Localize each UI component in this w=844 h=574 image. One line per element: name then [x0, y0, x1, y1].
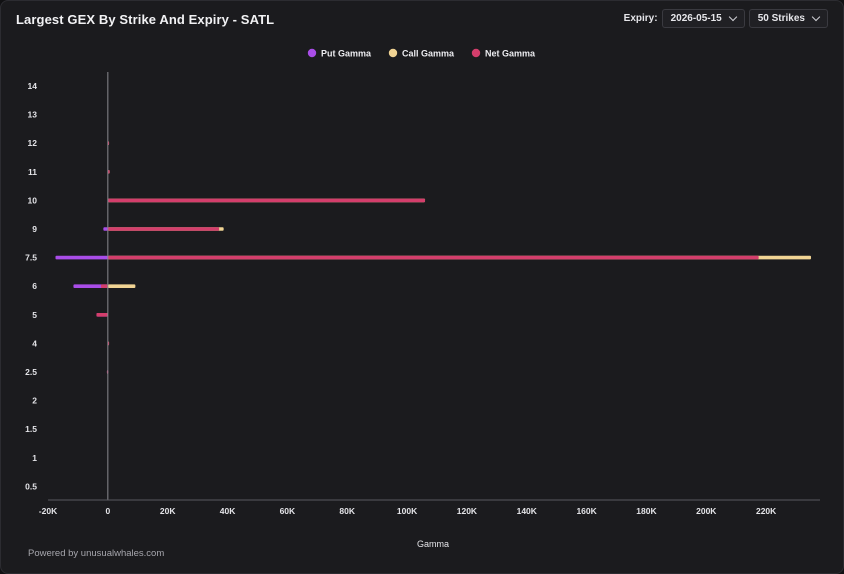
- legend-swatch-2: [388, 48, 398, 58]
- x-tick-label: 120K: [457, 506, 478, 516]
- expiry-label: Expiry:: [623, 13, 658, 24]
- x-tick-label: 100K: [397, 506, 418, 516]
- bar-net-gamma-6: [100, 284, 108, 288]
- strikes-value: 50 Strikes: [757, 13, 805, 24]
- y-tick-label: 1.5: [25, 424, 37, 434]
- y-tick-label: 0.5: [25, 481, 37, 491]
- y-tick-label: 11: [28, 167, 37, 177]
- y-tick-label: 6: [32, 281, 37, 291]
- legend-swatch-3: [471, 48, 481, 58]
- chart-legend: Put Gamma Call Gamma Net Gamma: [307, 48, 536, 59]
- expiry-value: 2026-05-15: [670, 13, 722, 24]
- y-axis-ticks: 14 13 12 11 10 9 7.5 6 5 4 2.5 2 1.5 1 0.5: [25, 81, 37, 491]
- x-tick-label: 200K: [696, 506, 717, 516]
- bar-net-gamma-9: [107, 227, 220, 231]
- x-tick-label: 180K: [636, 506, 657, 516]
- x-tick-label: 220K: [756, 506, 777, 516]
- x-tick-label: -20K: [39, 506, 58, 516]
- x-tick-label: 0: [105, 506, 110, 516]
- bar-call-gamma-6: [107, 284, 136, 288]
- bar-put-gamma-6: [73, 284, 108, 288]
- x-tick-label: 40K: [220, 506, 236, 516]
- y-tick-label: 5: [32, 310, 37, 320]
- legend-label-1: Put Gamma: [321, 49, 372, 59]
- bar-put-gamma-7.5: [55, 255, 108, 260]
- chart-axes: [48, 72, 820, 501]
- expiry-select[interactable]: 2026-05-15: [661, 9, 745, 28]
- legend-label-3: Net Gamma: [485, 49, 536, 59]
- y-tick-label: 7.5: [25, 253, 37, 263]
- y-tick-label: 10: [28, 195, 38, 205]
- bar-put-gamma-9: [103, 227, 108, 231]
- x-axis-ticks: -20K 0 20K 40K 60K 80K 100K 120K 140K 160K 180K 200…: [39, 506, 777, 549]
- y-tick-label: 2: [32, 396, 37, 406]
- x-tick-label: 140K: [517, 506, 538, 516]
- bar-net-gamma-10: [107, 198, 426, 203]
- y-tick-label: 4: [32, 338, 37, 348]
- x-tick-label: 20K: [160, 506, 176, 516]
- y-tick-label: 2.5: [25, 367, 37, 377]
- legend-swatch-1: [307, 48, 317, 58]
- chart-bars: [55, 141, 812, 374]
- strikes-select[interactable]: 50 Strikes: [748, 9, 828, 28]
- chart-title: Largest GEX By Strike And Expiry - SATL: [16, 12, 275, 27]
- bar-net-gamma-5: [96, 313, 108, 317]
- chart-controls: Expiry: 2026-05-15 50 Strikes: [624, 9, 828, 28]
- y-tick-label: 9: [32, 224, 37, 234]
- y-tick-label: 1: [32, 453, 37, 463]
- x-axis-label: Gamma: [417, 539, 449, 549]
- bar-net-gamma-7.5: [107, 255, 759, 260]
- powered-by-text: Powered by unusualwhales.com: [28, 548, 165, 559]
- y-tick-label: 13: [28, 110, 38, 120]
- x-tick-label: 160K: [576, 506, 597, 516]
- x-tick-label: 80K: [339, 506, 355, 516]
- x-tick-label: 60K: [280, 506, 296, 516]
- legend-label-2: Call Gamma: [402, 49, 455, 59]
- y-tick-label: 14: [28, 81, 38, 91]
- y-tick-label: 12: [28, 138, 38, 148]
